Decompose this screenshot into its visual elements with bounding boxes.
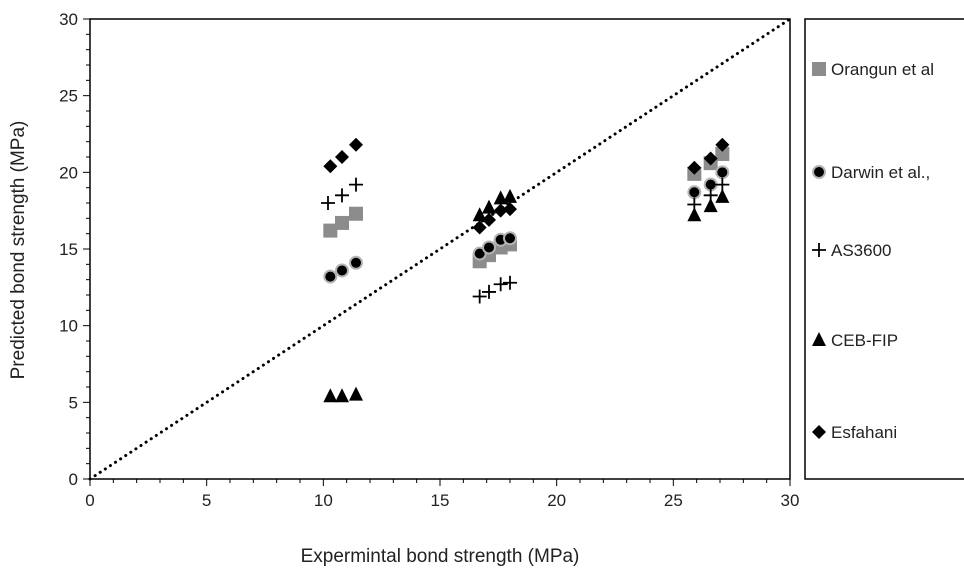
data-point: [493, 277, 508, 292]
y-tick-label: 25: [59, 87, 78, 106]
legend-marker: [812, 243, 826, 257]
data-point: [482, 199, 496, 214]
legend-label: Orangun et al: [831, 60, 934, 79]
legend-box: [804, 18, 964, 480]
data-point: [349, 386, 363, 401]
x-tick-label: 20: [547, 491, 566, 510]
data-point: [493, 203, 508, 218]
data-point: [703, 198, 718, 213]
data-point: [335, 150, 349, 164]
data-point: [715, 146, 730, 161]
data-point: [323, 223, 338, 238]
y-tick-label: 0: [69, 470, 78, 489]
data-point: [335, 215, 349, 230]
y-tick-label: 30: [59, 10, 78, 29]
x-axis-title: Expermintal bond strength (MPa): [301, 546, 580, 567]
data-point: [323, 388, 338, 403]
data-point: [335, 188, 349, 203]
data-point: [503, 275, 517, 290]
data-point: [472, 289, 487, 304]
data-point: [503, 231, 517, 246]
x-tick-label: 5: [202, 491, 211, 510]
data-point: [323, 159, 338, 174]
data-point: [482, 284, 496, 299]
legend-label: Darwin et al.,: [831, 163, 930, 182]
data-point: [472, 207, 487, 222]
data-point: [349, 255, 363, 270]
y-tick-label: 10: [59, 317, 78, 336]
x-tick-label: 0: [85, 491, 94, 510]
data-point: [349, 206, 363, 221]
data-point: [687, 185, 702, 200]
legend-marker: [812, 332, 826, 346]
x-tick-label: 30: [781, 491, 800, 510]
x-tick-label: 25: [664, 491, 683, 510]
data-point: [323, 269, 338, 284]
data-point: [321, 196, 335, 210]
data-point: [715, 137, 730, 152]
data-point: [703, 151, 718, 166]
y-tick-label: 5: [69, 393, 78, 412]
data-point: [687, 160, 702, 175]
legend-marker: [812, 425, 826, 439]
y-tick-label: 15: [59, 240, 78, 259]
data-point: [349, 177, 363, 192]
legend-marker: [812, 62, 826, 76]
legend-label: AS3600: [831, 241, 892, 260]
data-point: [482, 240, 496, 255]
data-point: [335, 263, 349, 278]
x-tick-label: 15: [431, 491, 450, 510]
legend-label: Esfahani: [831, 423, 897, 442]
y-axis-title: Predicted bond strength (MPa): [8, 121, 29, 380]
reference-line: [88, 17, 792, 481]
x-tick-label: 10: [314, 491, 333, 510]
data-point: [715, 165, 730, 180]
legend-marker: [812, 165, 826, 179]
data-point: [482, 212, 496, 227]
data-point: [715, 188, 730, 203]
data-point: [687, 207, 702, 222]
y-tick-label: 20: [59, 163, 78, 182]
data-point: [349, 137, 363, 152]
data-point: [335, 388, 349, 403]
data-point: [503, 202, 517, 217]
data-point: [503, 188, 517, 203]
legend-label: CEB-FIP: [831, 331, 898, 350]
plot-frame: [89, 18, 791, 480]
data-point: [472, 220, 487, 235]
